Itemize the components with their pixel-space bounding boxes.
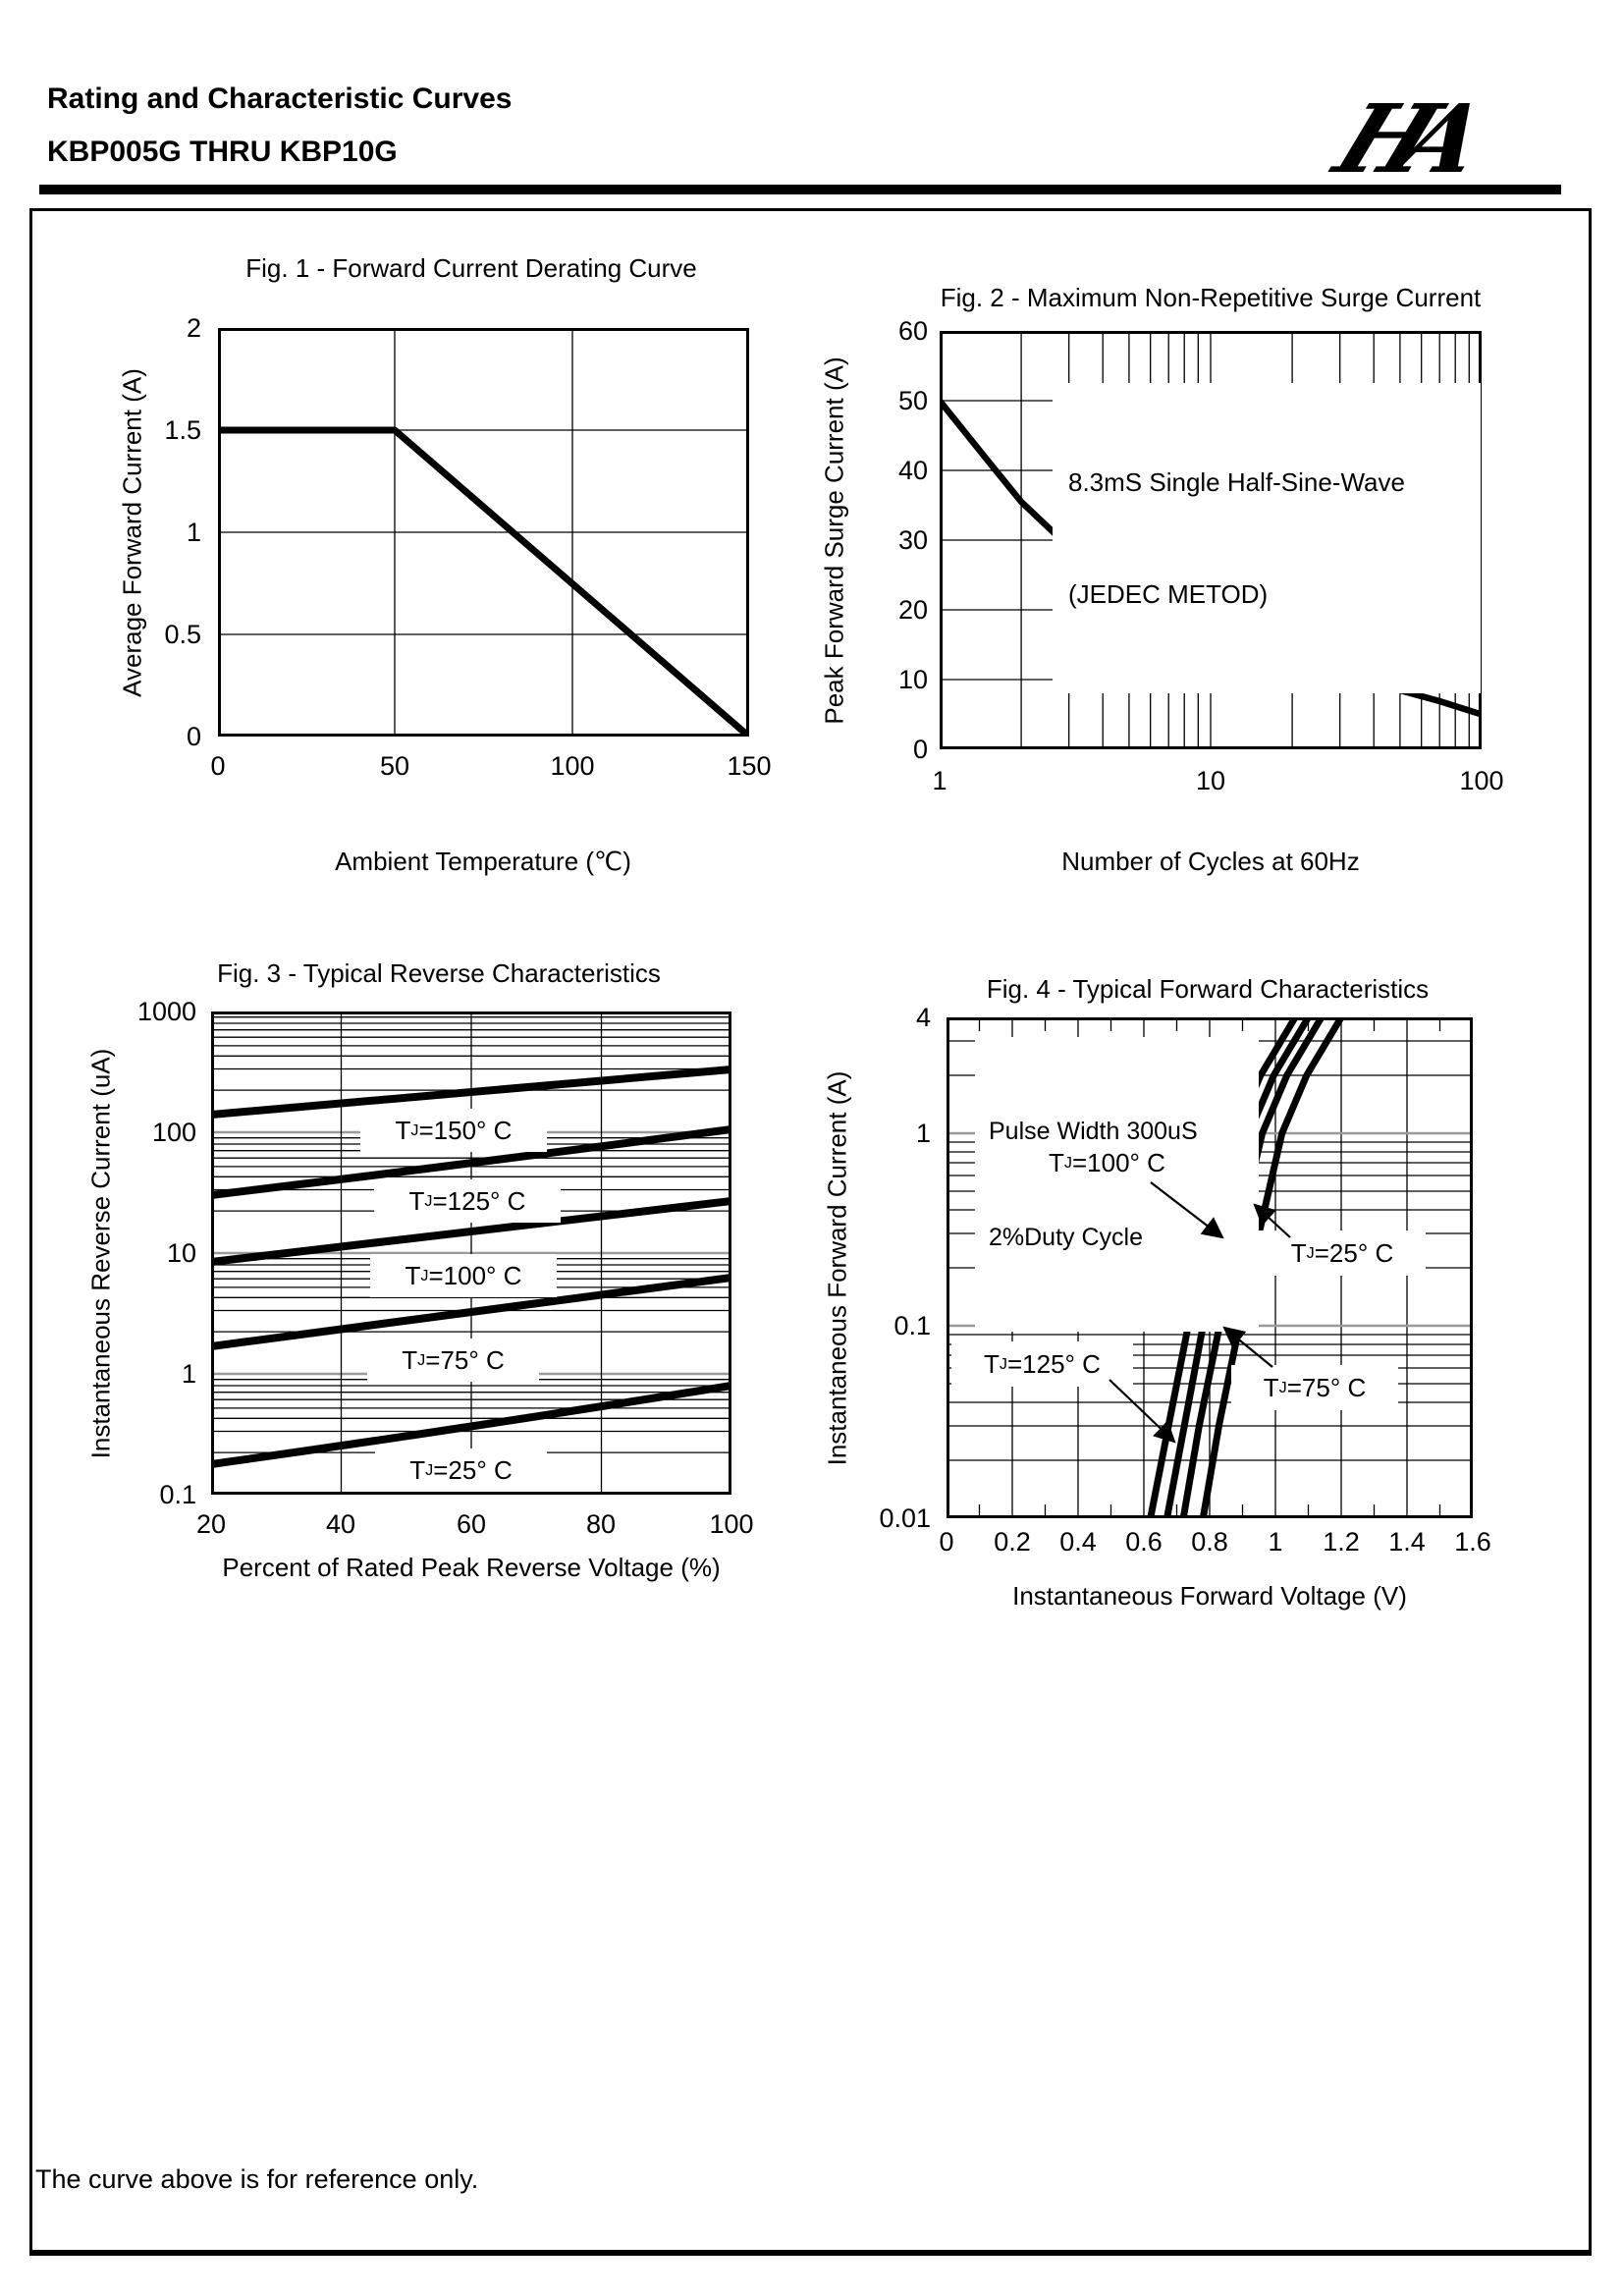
fig4-y-axis-label: Instantaneous Forward Current (A) [822, 1070, 852, 1466]
fig1-ytick: 1.5 [164, 415, 201, 445]
fig4-curve-label-25C: T J =25° C [1259, 1230, 1426, 1276]
fig1-xtick: 100 [550, 751, 595, 781]
fig3-ytick: 1 [181, 1359, 196, 1389]
fig3-curve-label-75C: T J =75° C [367, 1339, 539, 1382]
fig1-xtick: 150 [727, 751, 772, 781]
fig2-ytick: 20 [897, 595, 928, 625]
fig1-ytick: 1 [186, 518, 201, 547]
fig4-xtick: 1.4 [1388, 1527, 1426, 1557]
company-logo: HA [1321, 83, 1478, 194]
fig2-title: Fig. 2 - Maximum Non-Repetitive Surge Cu… [940, 283, 1482, 312]
content-frame [29, 208, 1592, 2256]
header-rule [39, 185, 1561, 194]
fig3-plot [211, 1011, 731, 1495]
fig4-xtick: 0 [939, 1527, 954, 1557]
fig3-xtick: 60 [456, 1509, 487, 1539]
fig4-ytick: 0.1 [893, 1311, 931, 1340]
fig3-ytick: 0.1 [159, 1480, 196, 1509]
fig3-ytick: 100 [151, 1118, 196, 1147]
fig4-curve-label-125C: T J =125° C [951, 1341, 1133, 1387]
fig4-ytick: 0.01 [879, 1503, 931, 1533]
fig3-ytick: 10 [166, 1238, 196, 1268]
fig3-curve-label-125C: T J =125° C [374, 1179, 561, 1223]
fig4-xtick: 0.8 [1191, 1527, 1228, 1557]
fig1-ytick: 0 [186, 722, 201, 751]
fig3-xtick: 40 [325, 1509, 356, 1539]
fig1-xtick: 50 [379, 751, 410, 781]
fig3-xtick: 20 [195, 1509, 227, 1539]
fig2-xtick: 1 [932, 766, 947, 795]
fig2-x-axis-label: Number of Cycles at 60Hz [1061, 847, 1360, 876]
page-title: Rating and Characteristic Curves [47, 82, 513, 115]
fig2-ytick: 60 [897, 316, 928, 346]
fig1-y-axis-label: Average Forward Current (A) [117, 368, 147, 697]
fig1-plot [218, 328, 749, 737]
fig2-ytick: 10 [897, 665, 928, 694]
fig1-xtick: 0 [210, 751, 226, 781]
fig1-ytick: 2 [186, 313, 201, 343]
fig4-title: Fig. 4 - Typical Forward Characteristics [986, 974, 1430, 1004]
fig4-x-axis-label: Instantaneous Forward Voltage (V) [1012, 1581, 1407, 1611]
fig2-annotation-line2: (JEDEC METOD) [1068, 579, 1269, 609]
fig4-xtick: 0.2 [994, 1527, 1031, 1557]
fig2-annotation-line1: 8.3mS Single Half-Sine-Wave [1068, 467, 1405, 497]
fig3-curve-label-150C: T J =150° C [360, 1109, 547, 1152]
fig3-y-axis-label: Instantaneous Reverse Current (uA) [85, 1048, 116, 1459]
fig3-xtick: 100 [709, 1509, 754, 1539]
fig4-xtick: 1 [1268, 1527, 1283, 1557]
fig4-ytick: 1 [915, 1119, 931, 1148]
fig3-curve-label-25C: T J =25° C [375, 1449, 547, 1492]
reference-note: The curve above is for reference only. [35, 2164, 479, 2194]
fig2-annotation: 8.3mS Single Half-Sine-Wave (JEDEC METOD… [1053, 383, 1481, 693]
fig1-title: Fig. 1 - Forward Current Derating Curve [245, 253, 697, 283]
fig1-x-axis-label: Ambient Temperature (℃) [335, 847, 631, 876]
fig4-xtick: 1.2 [1323, 1527, 1360, 1557]
fig2-ytick: 0 [912, 735, 928, 764]
fig3-xtick: 80 [585, 1509, 617, 1539]
fig2-ytick: 40 [897, 456, 928, 485]
fig2-xtick: 10 [1195, 766, 1226, 795]
fig2-y-axis-label: Peak Forward Surge Current (A) [819, 356, 849, 725]
part-number-title: KBP005G THRU KBP10G [47, 136, 398, 168]
fig4-curve-label-100C: T J =100° C [1016, 1139, 1198, 1186]
fig4-annotation-line2: 2%Duty Cycle [989, 1224, 1143, 1251]
fig4-curve-label-75C: T J =75° C [1231, 1365, 1398, 1410]
fig3-title: Fig. 3 - Typical Reverse Characteristics [217, 958, 661, 988]
fig4-xtick: 0.4 [1059, 1527, 1097, 1557]
fig2-ytick: 30 [897, 525, 928, 555]
fig2-ytick: 50 [897, 386, 928, 415]
fig3-curve-label-100C: T J =100° C [370, 1254, 557, 1297]
fig4-xtick: 1.6 [1454, 1527, 1491, 1557]
fig4-xtick: 0.6 [1125, 1527, 1163, 1557]
fig4-ytick: 4 [915, 1003, 931, 1032]
fig1-ytick: 0.5 [164, 620, 201, 649]
fig2-xtick: 100 [1459, 766, 1504, 795]
fig3-ytick: 1000 [136, 997, 196, 1026]
fig4-arrows [1109, 1181, 1291, 1444]
fig3-x-axis-label: Percent of Rated Peak Reverse Voltage (%… [222, 1553, 721, 1582]
